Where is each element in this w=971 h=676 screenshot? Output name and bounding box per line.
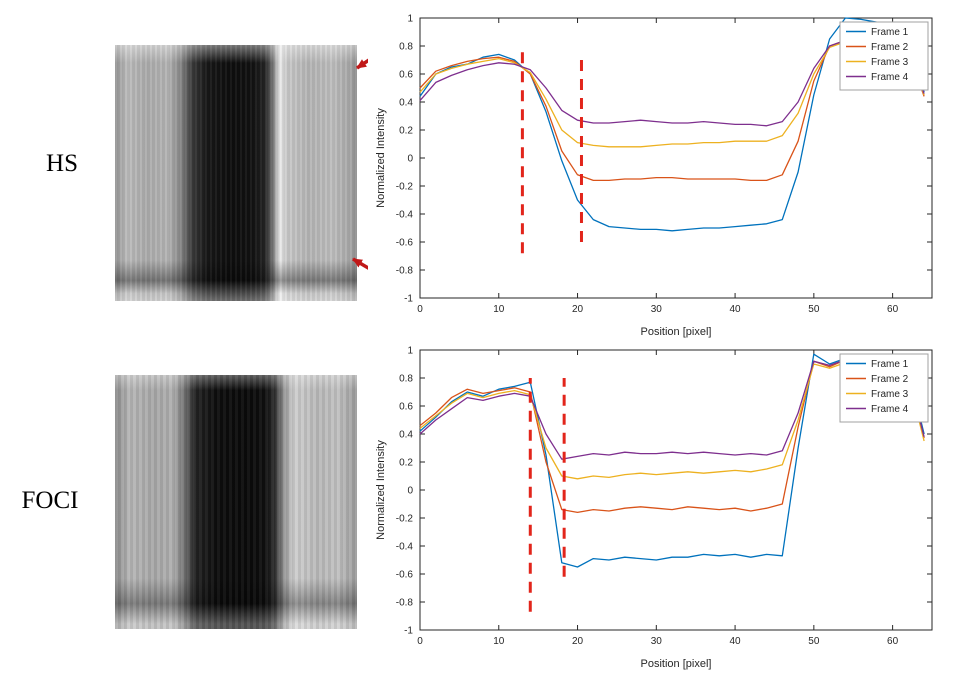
- x-tick-label: 0: [417, 636, 423, 647]
- x-tick-label: 20: [572, 304, 584, 315]
- y-tick-label: 0: [407, 154, 413, 165]
- y-tick-label: -0.2: [396, 182, 414, 193]
- legend-entry-label: Frame 2: [871, 374, 909, 385]
- x-tick-label: 0: [417, 304, 423, 315]
- x-tick-label: 60: [887, 636, 899, 647]
- legend-entry-label: Frame 3: [871, 57, 909, 68]
- x-axis-label: Position [pixel]: [641, 326, 712, 338]
- y-tick-label: 1: [407, 346, 413, 357]
- y-tick-label: -0.4: [396, 542, 414, 553]
- legend-entry-label: Frame 1: [871, 27, 909, 38]
- x-tick-label: 30: [651, 636, 663, 647]
- y-tick-label: 1: [407, 14, 413, 25]
- y-tick-label: 0.6: [399, 70, 413, 81]
- y-tick-label: -1: [404, 294, 413, 305]
- legend-entry-label: Frame 1: [871, 359, 909, 370]
- x-tick-label: 40: [730, 636, 742, 647]
- legend-entry-label: Frame 4: [871, 404, 909, 415]
- y-tick-label: -1: [404, 626, 413, 637]
- row-label-hs: HS: [46, 150, 78, 177]
- x-tick-label: 60: [887, 304, 899, 315]
- y-tick-label: 0.2: [399, 126, 413, 137]
- y-tick-label: 0.2: [399, 458, 413, 469]
- x-tick-label: 20: [572, 636, 584, 647]
- hs-reconstruction-image: [115, 45, 357, 301]
- x-tick-label: 30: [651, 304, 663, 315]
- legend-box: [839, 21, 929, 91]
- x-tick-label: 10: [493, 304, 505, 315]
- foci-intensity-chart: 0 10 20 30 40 50 60 -1 -0.8 -0.6 -0.4 -0.2 0 0.2 0.4 0.…: [368, 340, 944, 675]
- y-tick-label: 0.6: [399, 402, 413, 413]
- y-tick-label: -0.8: [396, 598, 414, 609]
- y-tick-label: 0: [407, 486, 413, 497]
- y-tick-label: -0.6: [396, 238, 414, 249]
- y-axis-label: Normalized Intensity: [375, 108, 387, 208]
- y-tick-label: -0.4: [396, 210, 414, 221]
- y-tick-label: -0.8: [396, 266, 414, 277]
- foci-reconstruction-image: [115, 375, 357, 629]
- x-axis-label: Position [pixel]: [641, 658, 712, 670]
- y-tick-label: 0.4: [399, 98, 413, 109]
- x-tick-label: 10: [493, 636, 505, 647]
- x-tick-label: 40: [730, 304, 742, 315]
- x-tick-label: 50: [808, 304, 820, 315]
- y-tick-label: -0.6: [396, 570, 414, 581]
- y-tick-label: -0.2: [396, 514, 414, 525]
- x-tick-label: 50: [808, 636, 820, 647]
- legend-entry-label: Frame 4: [871, 72, 909, 83]
- y-tick-label: 0.4: [399, 430, 413, 441]
- legend-entry-label: Frame 2: [871, 42, 909, 53]
- legend-box: [839, 353, 929, 423]
- hs-intensity-chart: 0 10 20 30 40 50 60 -1 -0.8 -0.6 -0.4 -0.2 0 0.2 0.4 0.…: [368, 8, 944, 343]
- legend-entry-label: Frame 3: [871, 389, 909, 400]
- row-label-foci: FOCI: [21, 487, 79, 514]
- y-tick-label: 0.8: [399, 42, 413, 53]
- y-tick-label: 0.8: [399, 374, 413, 385]
- y-axis-label: Normalized Intensity: [375, 440, 387, 540]
